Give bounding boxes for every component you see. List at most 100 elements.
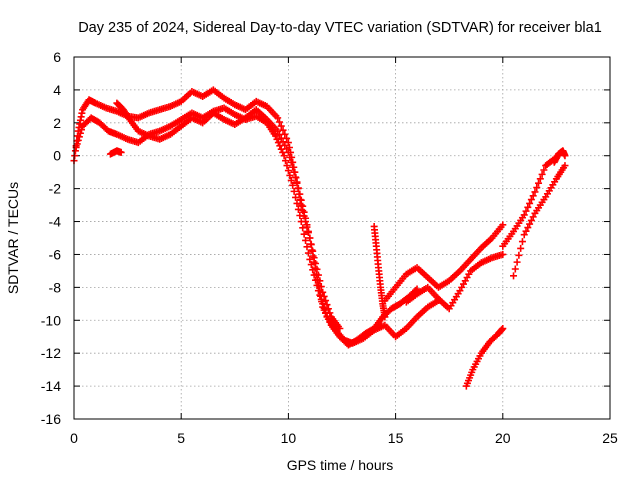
data-point: [309, 247, 317, 255]
data-point: [312, 260, 320, 268]
data-point: [286, 153, 294, 161]
data-point: [320, 292, 328, 300]
data-point: [533, 184, 541, 192]
series-track-1: [70, 86, 421, 349]
data-point: [313, 281, 321, 289]
data-point: [510, 272, 518, 280]
data-point: [306, 255, 314, 263]
y-tick-label: -10: [41, 312, 61, 328]
data-point: [75, 133, 83, 141]
data-point: [277, 134, 285, 142]
y-tick-label: 0: [53, 148, 61, 164]
series-track-7: [402, 250, 507, 313]
data-point: [287, 176, 295, 184]
data-point: [319, 288, 327, 296]
data-point: [538, 170, 546, 178]
data-point: [526, 220, 534, 228]
data-point: [73, 140, 81, 148]
data-point: [284, 139, 292, 147]
data-point: [540, 166, 548, 174]
data-point: [290, 187, 298, 195]
x-tick-label: 20: [495, 430, 511, 446]
series-track-4: [106, 147, 125, 158]
data-points: [70, 86, 569, 390]
data-point: [293, 178, 301, 186]
x-axis-title: GPS time / hours: [287, 457, 394, 473]
data-point: [561, 162, 569, 170]
data-point: [283, 145, 291, 153]
series-track-8: [462, 325, 507, 390]
data-point: [317, 283, 325, 291]
x-tick-labels: 0 5 10 15 20 25: [70, 430, 618, 446]
data-point: [277, 122, 285, 130]
data-point: [316, 277, 324, 285]
data-point: [511, 265, 519, 273]
x-tick-label: 15: [388, 430, 404, 446]
data-point: [296, 212, 304, 220]
data-point: [322, 297, 330, 305]
data-point: [531, 188, 539, 196]
data-point: [117, 148, 125, 156]
x-tick-label: 25: [602, 430, 618, 446]
data-point: [499, 250, 507, 258]
data-point: [324, 305, 332, 313]
data-point: [499, 325, 507, 332]
data-point: [274, 127, 282, 135]
y-tick-label: 4: [53, 82, 61, 98]
data-point: [297, 218, 305, 226]
data-point: [326, 309, 334, 317]
data-point: [313, 265, 321, 273]
data-point: [300, 208, 308, 216]
chart-title: Day 235 of 2024, Sidereal Day-to-day VTE…: [78, 20, 602, 36]
y-tick-label: 6: [53, 49, 61, 65]
data-point: [517, 244, 525, 252]
data-point: [274, 139, 282, 147]
data-point: [297, 196, 305, 204]
data-point: [520, 231, 528, 239]
data-point: [293, 199, 301, 207]
data-point: [282, 157, 290, 165]
y-tick-label: 2: [53, 115, 61, 131]
data-point: [303, 221, 311, 229]
data-point: [272, 132, 280, 140]
data-point: [289, 163, 297, 171]
data-point: [286, 171, 294, 179]
data-point: [527, 196, 535, 204]
data-point: [302, 236, 310, 244]
data-point: [303, 243, 311, 251]
data-point: [78, 126, 86, 134]
data-point: [294, 205, 302, 213]
data-point: [522, 227, 530, 235]
data-point: [289, 181, 297, 189]
data-point: [499, 221, 507, 229]
data-point: [527, 216, 535, 224]
data-point: [284, 167, 292, 175]
series-track-11: [550, 147, 569, 166]
data-point: [299, 224, 307, 232]
data-point: [273, 135, 281, 143]
data-point: [310, 254, 318, 262]
series-track-9: [499, 155, 558, 250]
data-point: [294, 184, 302, 192]
data-point: [76, 129, 84, 137]
data-point: [302, 214, 310, 222]
y-tick-label: -2: [49, 181, 62, 197]
data-point: [284, 148, 292, 156]
y-tick-label: -6: [49, 246, 62, 262]
x-tick-label: 5: [177, 430, 185, 446]
series-track-10: [510, 162, 569, 280]
data-point: [518, 238, 526, 246]
data-point: [275, 131, 283, 139]
x-tick-label: 10: [281, 430, 297, 446]
y-tick-label: -4: [49, 214, 62, 230]
data-point: [304, 227, 312, 235]
data-point: [336, 325, 344, 332]
data-point: [292, 193, 300, 201]
y-tick-label: -12: [41, 345, 61, 361]
data-point: [526, 199, 534, 207]
data-point: [274, 114, 282, 122]
data-point: [307, 261, 315, 269]
data-point: [522, 207, 530, 215]
data-point: [314, 271, 322, 279]
series-track-5: [370, 222, 389, 321]
